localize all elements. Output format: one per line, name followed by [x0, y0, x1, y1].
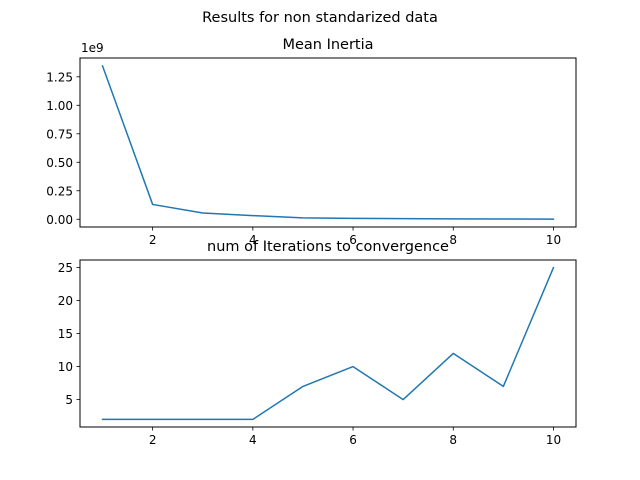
axes-iterations: num of Iterations to convergence 2 4 6 8 10 5… [58, 239, 577, 447]
axes-lines-iterations [101, 266, 555, 421]
axes-ticks-iterations: 2 4 6 8 10 5 10 15 20 25 [58, 261, 561, 447]
y-tick-label: 15 [58, 327, 73, 341]
x-tick-label: 4 [249, 433, 257, 447]
series-line [101, 65, 555, 220]
axes-frame-mean-inertia [79, 57, 577, 228]
y-tick-label: 25 [58, 261, 73, 275]
y-tick-label: 0.50 [46, 156, 73, 170]
axes-ticks-mean-inertia: 2 4 6 8 10 0.00 0.25 0.50 0.75 1.00 1.25 [46, 70, 561, 247]
figure-suptitle: Results for non standarized data [202, 10, 438, 26]
x-tick-label: 2 [149, 233, 157, 247]
y-tick-label: 0.00 [46, 213, 73, 227]
x-tick-label: 4 [249, 233, 257, 247]
axes-title-iterations: num of Iterations to convergence [207, 239, 449, 255]
series-line [101, 266, 555, 421]
x-tick-label: 2 [149, 433, 157, 447]
x-tick-label: 10 [546, 433, 561, 447]
x-tick-label: 10 [546, 233, 561, 247]
y-tick-label: 0.75 [46, 127, 73, 141]
axes-frame-iterations [79, 259, 577, 428]
x-tick-label: 6 [349, 233, 357, 247]
y-tick-label: 5 [65, 393, 73, 407]
x-tick-label: 8 [449, 433, 457, 447]
y-tick-label: 10 [58, 360, 73, 374]
y-tick-label: 0.25 [46, 184, 73, 198]
axes-mean-inertia: Mean Inertia 1e9 2 4 6 8 10 0.00 0.25 0.50 0.75 1… [46, 37, 577, 247]
x-tick-label: 6 [349, 433, 357, 447]
x-tick-label: 8 [449, 233, 457, 247]
y-tick-label: 1.25 [46, 70, 73, 84]
y-tick-label: 20 [58, 294, 73, 308]
y-tick-label: 1.00 [46, 99, 73, 113]
y-offset-label: 1e9 [81, 41, 104, 55]
axes-title-mean-inertia: Mean Inertia [282, 37, 373, 53]
axes-lines-mean-inertia [101, 65, 555, 220]
